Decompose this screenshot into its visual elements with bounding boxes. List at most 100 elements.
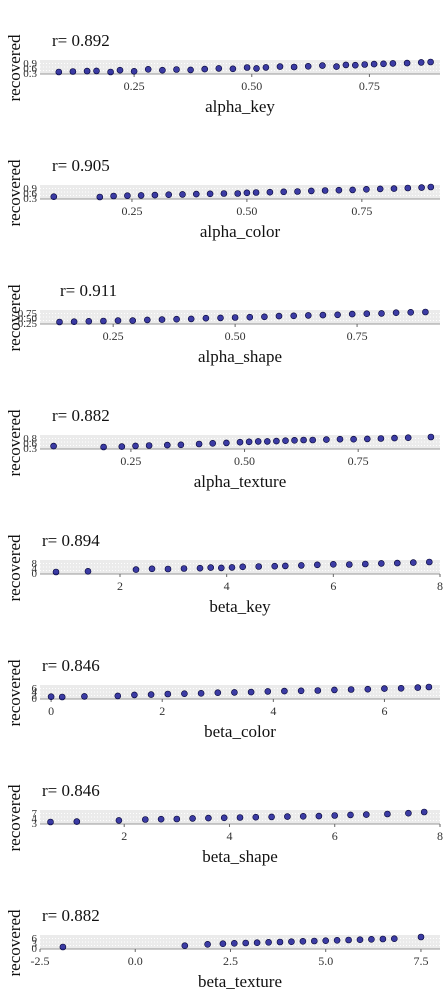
y-tick-label: 0.3 bbox=[23, 193, 37, 205]
scatter-point bbox=[177, 441, 185, 449]
scatter-point bbox=[164, 565, 172, 573]
y-tick-label: 0.9 bbox=[23, 183, 37, 195]
x-tick-label: 0.50 bbox=[241, 79, 262, 93]
scatter-point bbox=[280, 188, 288, 196]
scatter-point bbox=[50, 442, 57, 450]
scatter-point bbox=[218, 564, 225, 572]
scatter-point bbox=[417, 933, 425, 941]
y-axis-title: recovered bbox=[5, 659, 24, 727]
scatter-point bbox=[201, 65, 208, 73]
scatter-point bbox=[144, 316, 151, 324]
y-tick-label: 0.25 bbox=[18, 318, 38, 330]
x-tick-label: 8 bbox=[437, 579, 443, 593]
x-tick-label: 0.25 bbox=[124, 79, 145, 93]
scatter-point bbox=[347, 686, 355, 693]
scatter-point bbox=[159, 66, 166, 74]
scatter-point bbox=[315, 812, 323, 820]
scatter-panel-3: 0.80.60.3 0.25 0.50 0.75 r= 0.882 alpha_textu… bbox=[5, 406, 440, 491]
scatter-point bbox=[209, 439, 216, 447]
scatter-point bbox=[245, 438, 253, 446]
scatter-point bbox=[187, 66, 194, 74]
scatter-point bbox=[307, 187, 315, 195]
scatter-point bbox=[69, 68, 77, 75]
scatter-point bbox=[229, 65, 237, 73]
scatter-point bbox=[362, 811, 370, 818]
scatter-point bbox=[381, 685, 388, 692]
scatter-point bbox=[291, 436, 298, 444]
scatter-point bbox=[100, 443, 107, 451]
y-tick-label: 0 bbox=[32, 943, 38, 955]
scatter-point bbox=[173, 66, 180, 73]
x-tick-label: 0 bbox=[48, 704, 54, 718]
y-tick-label: 0.3 bbox=[23, 68, 37, 80]
scatter-point bbox=[197, 689, 205, 697]
scatter-point bbox=[363, 435, 371, 443]
scatter-point bbox=[363, 186, 370, 193]
y-tick-label: 0.6 bbox=[23, 438, 37, 450]
scatter-panel-0: 0.90.60.3 0.25 0.50 0.75 r= 0.892 alpha_key re… bbox=[5, 31, 440, 116]
scatter-point bbox=[110, 192, 117, 200]
scatter-point bbox=[96, 193, 104, 201]
scatter-point bbox=[427, 58, 434, 66]
scatter-point bbox=[158, 316, 166, 323]
scatter-point bbox=[282, 437, 289, 445]
scatter-point bbox=[361, 560, 369, 568]
x-tick-label: 8 bbox=[437, 829, 443, 843]
y-tick-label: 0.6 bbox=[23, 188, 37, 200]
scatter-point bbox=[220, 190, 228, 197]
y-axis-title: recovered bbox=[5, 409, 24, 477]
x-tick-label: 4 bbox=[270, 704, 276, 718]
scatter-point bbox=[50, 193, 58, 200]
x-tick-label: 0.75 bbox=[347, 329, 368, 343]
scatter-point bbox=[376, 185, 384, 193]
scatter-point bbox=[417, 59, 425, 66]
scatter-point bbox=[70, 318, 78, 326]
scatter-point bbox=[271, 562, 279, 570]
y-tick-label: 6 bbox=[32, 683, 38, 695]
scatter-point bbox=[204, 940, 211, 948]
x-tick-label: 2 bbox=[117, 579, 123, 593]
scatter-point bbox=[323, 436, 330, 443]
scatter-point bbox=[247, 688, 255, 696]
scatter-point bbox=[202, 314, 210, 322]
scatter-point bbox=[276, 63, 284, 70]
scatter-point bbox=[132, 442, 139, 450]
scatter-point bbox=[368, 935, 375, 943]
y-axis-title: recovered bbox=[5, 284, 24, 352]
scatter-point bbox=[236, 438, 244, 446]
scatter-point bbox=[356, 936, 364, 944]
scatter-point bbox=[351, 61, 359, 69]
scatter-point bbox=[73, 818, 81, 825]
scatter-point bbox=[390, 935, 398, 943]
scatter-point bbox=[331, 812, 339, 819]
scatter-panel-7: 630-2.5 0.0 2.5 5.0 7.5 r= 0.882 beta_texture r… bbox=[5, 906, 440, 991]
scatter-point bbox=[313, 561, 321, 569]
scatter-point bbox=[281, 562, 289, 570]
y-tick-label: 0.6 bbox=[23, 63, 37, 75]
scatter-point bbox=[157, 815, 165, 823]
scatter-point bbox=[100, 317, 107, 325]
scatter-point bbox=[196, 564, 204, 572]
x-tick-label: 0.50 bbox=[236, 204, 257, 218]
scatter-point bbox=[214, 689, 222, 697]
scatter-point bbox=[309, 436, 317, 444]
scatter-point bbox=[93, 67, 100, 75]
scatter-point bbox=[427, 183, 435, 191]
scatter-point bbox=[219, 940, 227, 948]
y-tick-label: 7 bbox=[32, 808, 38, 820]
x-tick-label: 0.0 bbox=[128, 954, 143, 968]
scatter-point bbox=[290, 312, 298, 320]
scatter-point bbox=[364, 685, 372, 693]
scatter-point bbox=[207, 564, 214, 571]
x-tick-label: 7.5 bbox=[413, 954, 428, 968]
scatter-point bbox=[392, 309, 400, 317]
scatter-point bbox=[288, 938, 295, 946]
scatter-point bbox=[243, 64, 251, 71]
y-tick-label: 4 bbox=[32, 686, 38, 698]
scatter-point bbox=[304, 63, 312, 70]
scatter-point bbox=[361, 61, 369, 68]
scatter-point bbox=[333, 63, 340, 70]
scatter-point bbox=[347, 811, 354, 819]
scatter-point bbox=[148, 565, 156, 573]
